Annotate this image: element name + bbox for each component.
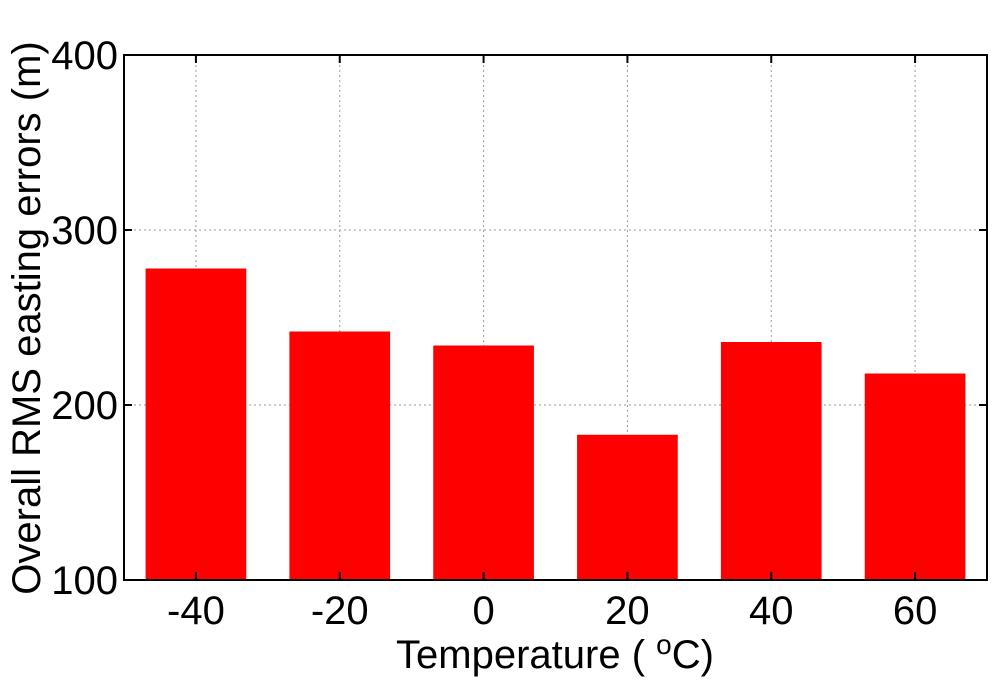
x-tick-label: -40 (167, 589, 225, 633)
y-tick-label: 100 (51, 559, 118, 603)
x-axis-title: Temperature ( oC) (396, 629, 714, 677)
x-tick-label: 20 (605, 589, 650, 633)
bar (864, 373, 966, 580)
x-axis-ticks: -40 -20 0 20 40 60 (167, 55, 937, 633)
y-axis-ticks: 100 200 300 400 (51, 34, 987, 603)
grid-lines (124, 55, 987, 580)
y-tick-label: 200 (51, 384, 118, 428)
plot-frame (123, 54, 988, 581)
x-tick-label: 0 (472, 589, 494, 633)
x-tick-label: -20 (311, 589, 369, 633)
bar (577, 434, 678, 580)
bar (289, 331, 391, 580)
y-tick-label: 300 (51, 209, 118, 253)
bars (145, 268, 966, 580)
y-tick-label: 400 (51, 34, 118, 78)
bar (145, 268, 247, 580)
bar (433, 345, 534, 580)
x-tick-label: 40 (749, 589, 794, 633)
bar (720, 342, 822, 580)
y-axis-title: Overall RMS easting errors (m) (5, 41, 49, 594)
x-tick-label: 60 (893, 589, 938, 633)
